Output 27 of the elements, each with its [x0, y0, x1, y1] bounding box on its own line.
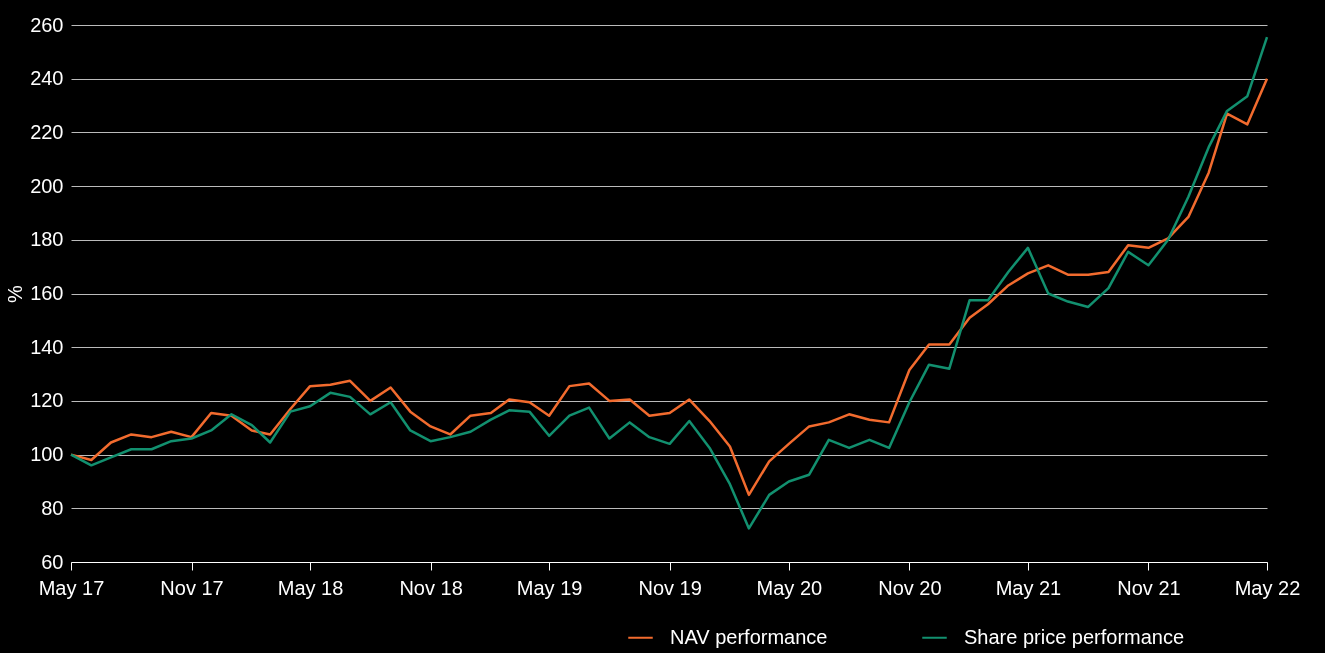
x-tick-label: Nov 21 [1117, 576, 1181, 599]
y-tick-label: 220 [30, 120, 64, 143]
y-axis-title: % [4, 284, 27, 303]
y-tick-label: 260 [30, 13, 64, 36]
x-tick-label: Nov 19 [638, 576, 702, 599]
y-tick-label: 160 [30, 282, 64, 304]
line-series [69, 77, 1269, 497]
y-tick-label: 60 [41, 550, 64, 573]
x-tick-label: Nov 18 [399, 576, 463, 599]
y-tick-label: 80 [41, 496, 64, 519]
legend-label: Share price performance [964, 625, 1185, 648]
y-tick-label: 120 [30, 389, 64, 412]
x-tick-label: Nov 17 [160, 576, 224, 599]
x-tick-label: May 22 [1234, 576, 1301, 599]
x-tick-label: May 20 [756, 576, 823, 599]
y-tick-label: 100 [30, 443, 64, 466]
legend-label: NAV performance [670, 625, 828, 648]
x-tick-label: May 17 [38, 576, 105, 599]
y-tick-label: 180 [30, 228, 64, 251]
y-tick-label: 140 [30, 335, 64, 358]
y-tick-label: 200 [30, 174, 64, 197]
y-tick-label: 240 [30, 67, 64, 90]
x-tick-label: Nov 20 [878, 576, 942, 599]
x-tick-label: May 19 [516, 576, 583, 599]
line-series [69, 35, 1269, 530]
x-tick-label: May 18 [277, 576, 344, 599]
x-tick-label: May 21 [995, 576, 1062, 599]
